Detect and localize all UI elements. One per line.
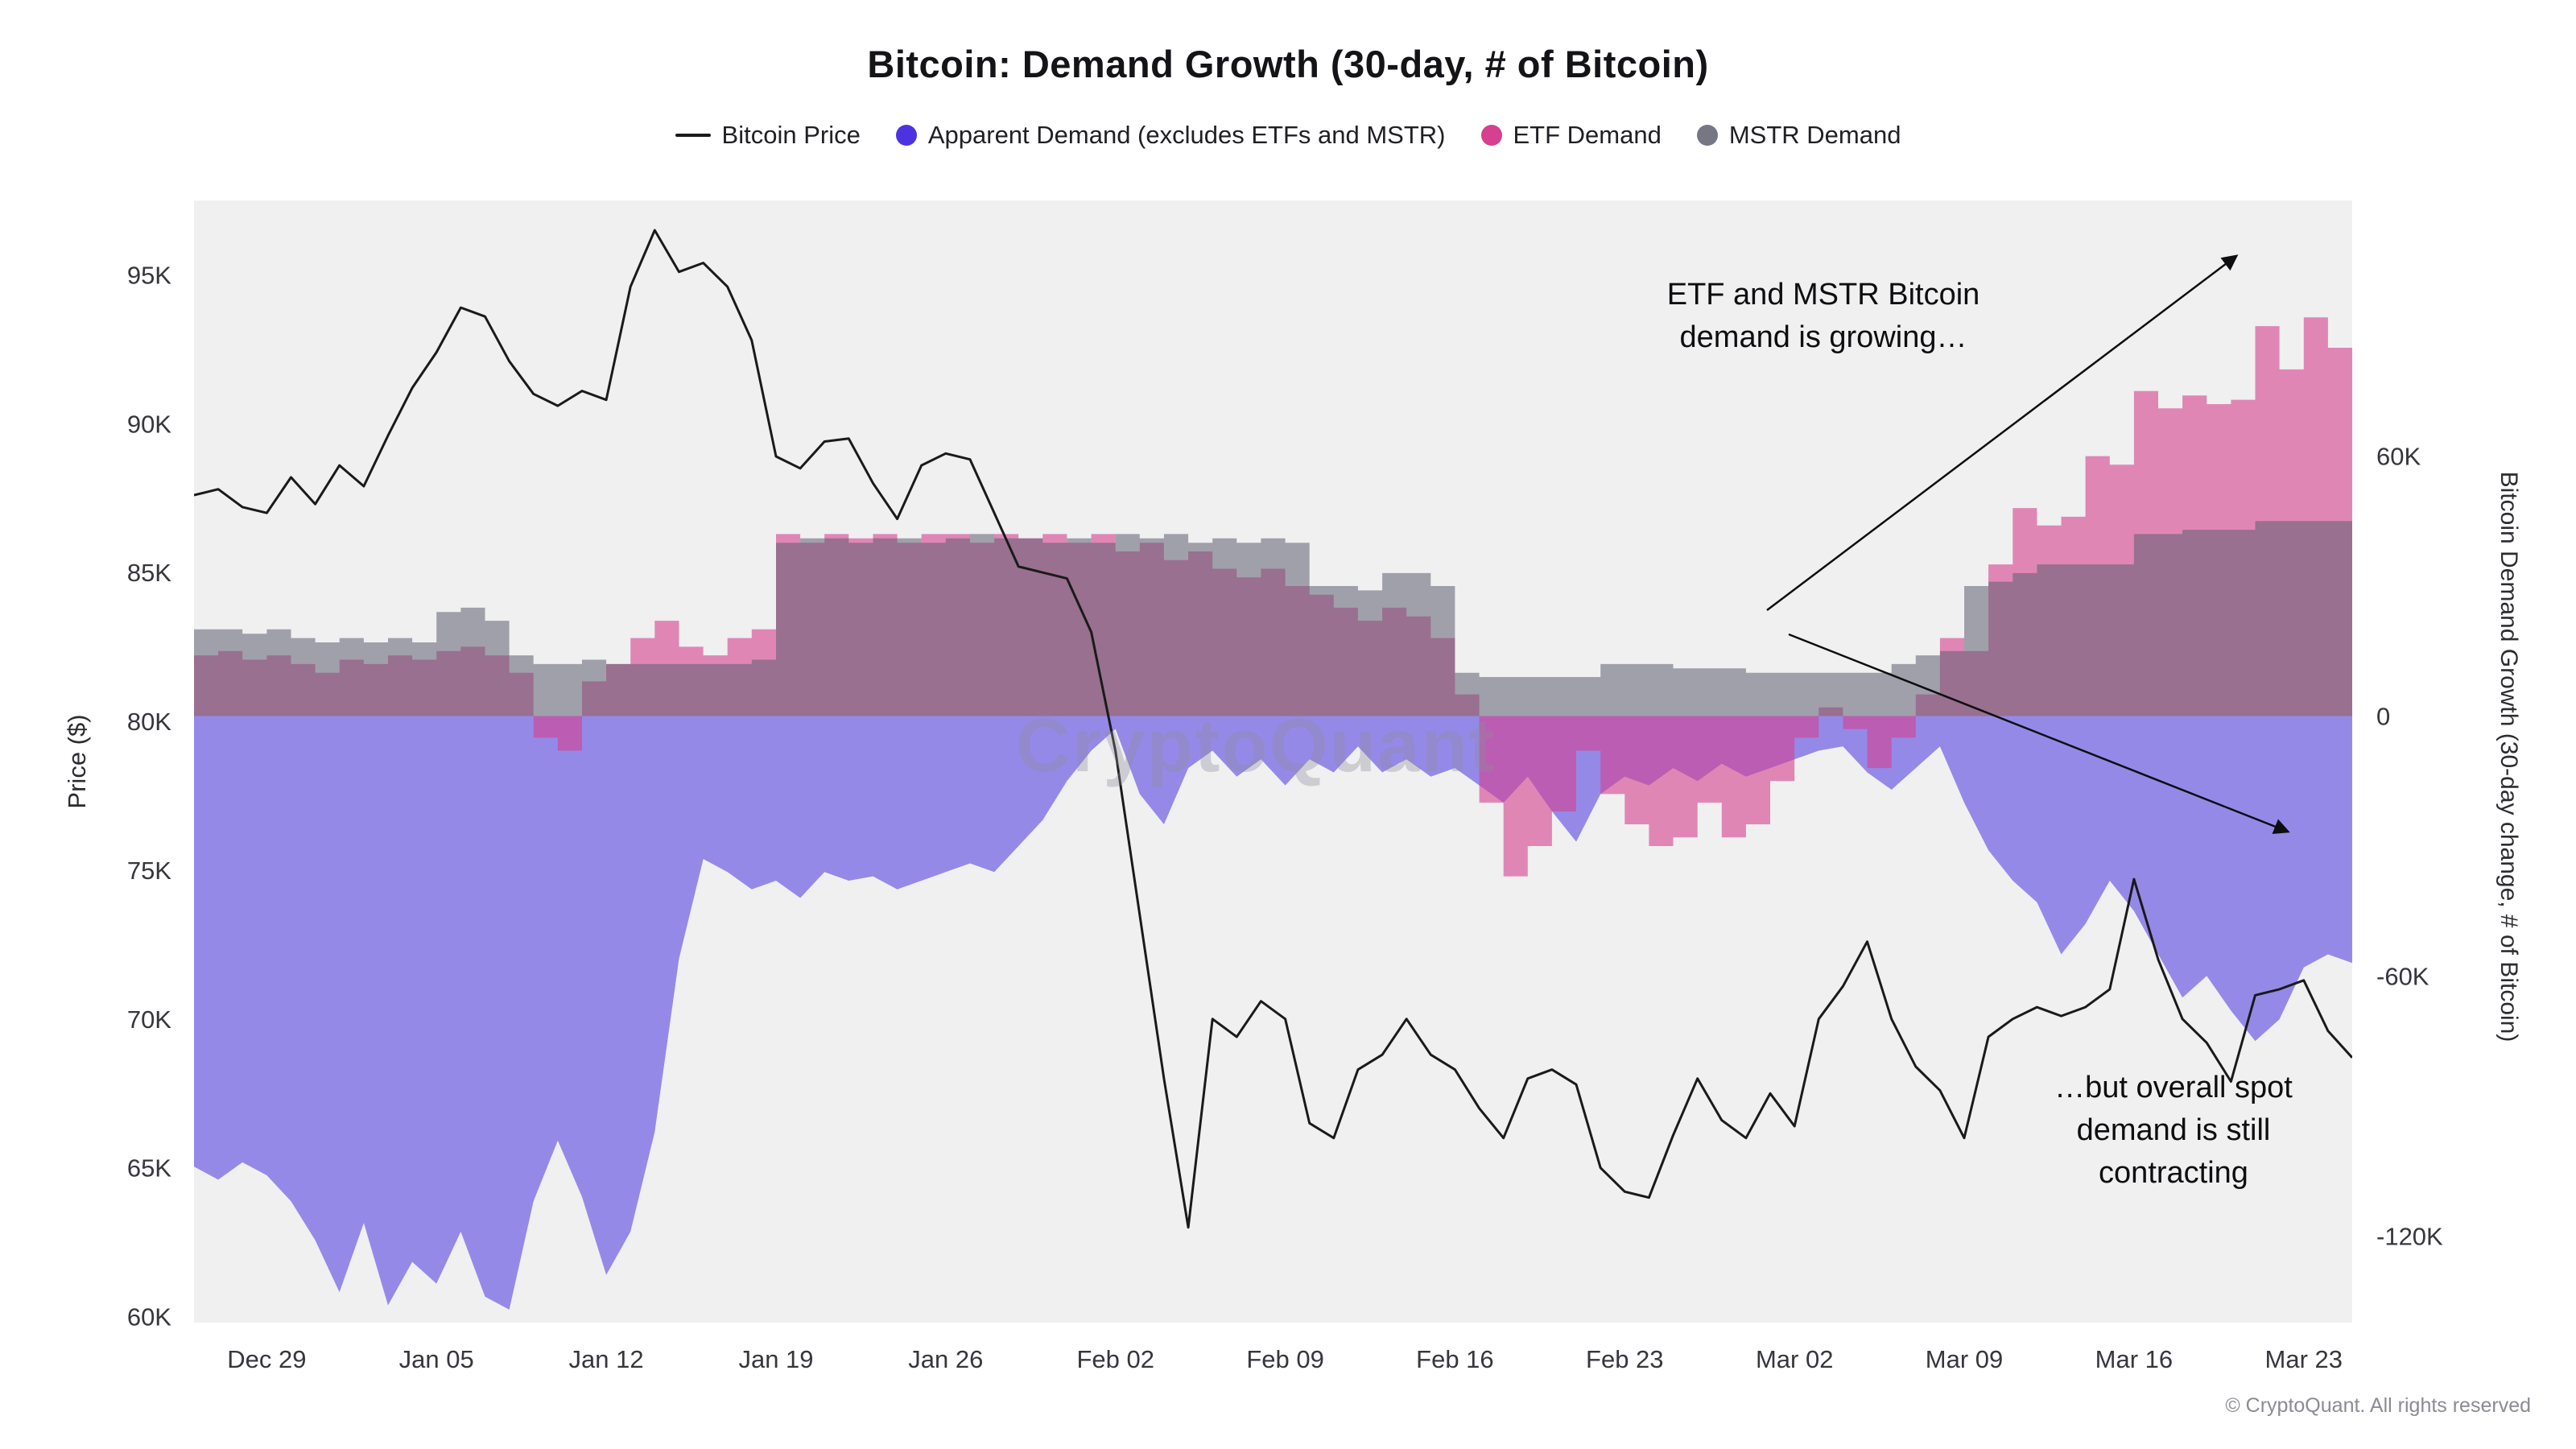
- svg-text:-120K: -120K: [2376, 1222, 2443, 1250]
- annotation-spot-contracting: …but overall spot demand is still contra…: [1964, 1067, 2383, 1195]
- legend-item-label: Bitcoin Price: [721, 121, 861, 149]
- svg-text:60K: 60K: [127, 1303, 171, 1331]
- svg-text:95K: 95K: [127, 261, 171, 289]
- legend-item-mstr-demand[interactable]: MSTR Demand: [1696, 121, 1901, 150]
- svg-text:Mar 16: Mar 16: [2095, 1345, 2173, 1373]
- svg-text:Feb 02: Feb 02: [1076, 1345, 1154, 1373]
- right-axis-label: Bitcoin Demand Growth (30-day change, # …: [2496, 471, 2522, 1042]
- chart-title: Bitcoin: Demand Growth (30-day, # of Bit…: [867, 43, 1709, 85]
- svg-text:Jan 12: Jan 12: [569, 1345, 644, 1373]
- legend-item-apparent-demand-excludes-etfs-and-mstr[interactable]: Apparent Demand (excludes ETFs and MSTR): [895, 121, 1446, 150]
- svg-text:Dec 29: Dec 29: [227, 1345, 306, 1373]
- price-line-swatch-icon: [675, 134, 711, 137]
- svg-text:Jan 19: Jan 19: [738, 1345, 813, 1373]
- svg-text:Mar 09: Mar 09: [1926, 1345, 2003, 1373]
- legend-item-etf-demand[interactable]: ETF Demand: [1480, 121, 1662, 150]
- svg-text:90K: 90K: [127, 410, 171, 438]
- svg-text:65K: 65K: [127, 1154, 171, 1183]
- series-dot-icon: [1480, 125, 1502, 146]
- legend-item-label: Apparent Demand (excludes ETFs and MSTR): [927, 121, 1446, 149]
- series-dot-icon: [1696, 125, 1718, 146]
- annotation-contracting-line2: demand is still: [2076, 1113, 2271, 1148]
- svg-text:85K: 85K: [127, 559, 171, 587]
- legend-item-bitcoin-price[interactable]: Bitcoin Price: [675, 121, 861, 150]
- left-axis-label: Price ($): [63, 714, 91, 809]
- svg-text:Feb 09: Feb 09: [1246, 1345, 1324, 1373]
- legend-item-label: MSTR Demand: [1728, 121, 1901, 149]
- series-dot-icon: [895, 125, 917, 146]
- annotation-growing-line1: ETF and MSTR Bitcoin: [1666, 278, 1980, 312]
- annotation-etf-mstr-growing: ETF and MSTR Bitcoin demand is growing…: [1598, 274, 2049, 359]
- annotation-contracting-line3: contracting: [2099, 1156, 2248, 1191]
- svg-text:0: 0: [2376, 703, 2390, 731]
- svg-text:Jan 26: Jan 26: [908, 1345, 983, 1373]
- svg-text:-60K: -60K: [2376, 962, 2429, 990]
- svg-text:80K: 80K: [127, 708, 171, 736]
- legend-item-label: ETF Demand: [1513, 121, 1662, 149]
- svg-text:70K: 70K: [127, 1005, 171, 1034]
- svg-text:Mar 02: Mar 02: [1756, 1345, 1833, 1373]
- annotation-growing-line2: demand is growing…: [1679, 320, 1967, 355]
- svg-text:Feb 23: Feb 23: [1586, 1345, 1664, 1373]
- svg-text:75K: 75K: [127, 857, 171, 885]
- legend: Bitcoin Price Apparent Demand (excludes E…: [0, 121, 2576, 150]
- copyright-footer: © CryptoQuant. All rights reserved: [2225, 1394, 2531, 1417]
- annotation-contracting-line1: …but overall spot: [2054, 1071, 2293, 1104]
- svg-text:Mar 23: Mar 23: [2265, 1345, 2343, 1373]
- svg-text:Feb 16: Feb 16: [1416, 1345, 1494, 1373]
- svg-text:60K: 60K: [2376, 443, 2421, 471]
- svg-text:Jan 05: Jan 05: [399, 1345, 474, 1373]
